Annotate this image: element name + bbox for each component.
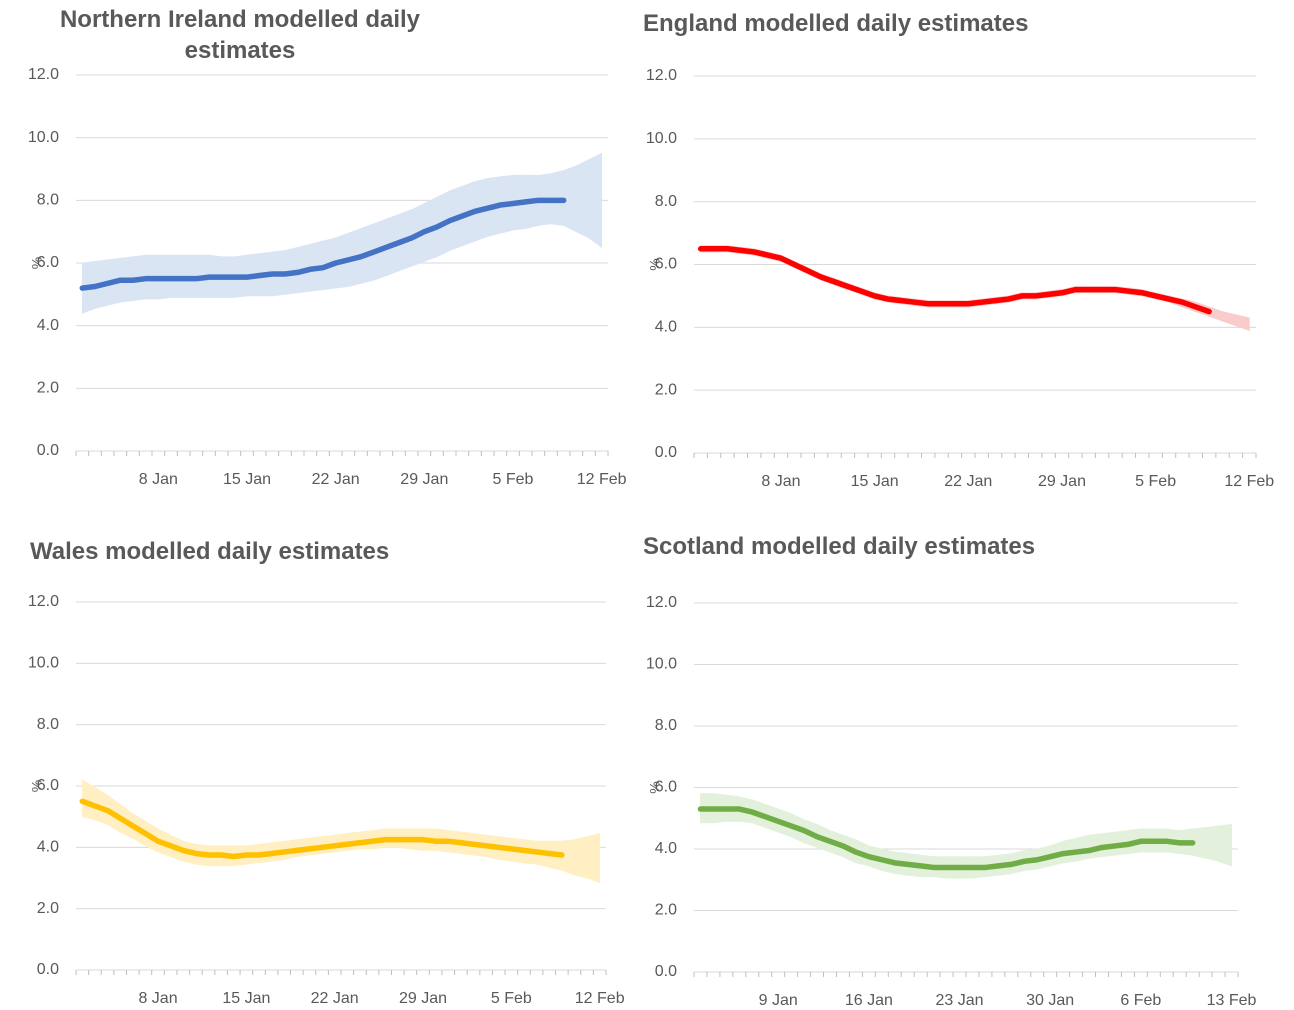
- y-tick-label: 0.0: [655, 444, 677, 461]
- y-tick-label: 8.0: [37, 192, 59, 209]
- y-tick-label: 2.0: [37, 380, 59, 397]
- y-tick-label: 12.0: [646, 594, 677, 611]
- x-tick-label: 6 Feb: [1120, 992, 1161, 1009]
- y-tick-label: 10.0: [646, 656, 677, 673]
- estimate-line: [79, 197, 567, 291]
- y-axis-label: %: [29, 257, 45, 269]
- y-tick-label: 6.0: [655, 256, 677, 273]
- estimate-line: [79, 798, 565, 860]
- x-tick-label: 5 Feb: [1135, 473, 1176, 490]
- confidence-band: [1222, 311, 1237, 327]
- chart-title: Northern Ireland modelled daily estimate…: [59, 6, 421, 64]
- confidence-band: [1205, 825, 1219, 862]
- y-tick-label: 4.0: [37, 839, 59, 856]
- y-tick-label: 0.0: [37, 961, 59, 978]
- y-tick-label: 6.0: [655, 779, 677, 796]
- y-tick-label: 6.0: [37, 777, 59, 794]
- x-tick-label: 29 Jan: [400, 471, 448, 488]
- y-tick-label: 0.0: [655, 963, 677, 980]
- x-tick-label: 16 Jan: [845, 992, 893, 1009]
- x-tick-label: 8 Jan: [138, 990, 177, 1007]
- y-axis-label: %: [647, 781, 663, 793]
- y-tick-label: 10.0: [28, 129, 59, 146]
- y-tick-label: 12.0: [28, 66, 59, 83]
- x-tick-label: 22 Jan: [312, 471, 360, 488]
- x-tick-label: 15 Jan: [222, 990, 270, 1007]
- x-tick-label: 12 Feb: [575, 990, 625, 1007]
- x-tick-label: 5 Feb: [491, 990, 532, 1007]
- y-tick-label: 2.0: [37, 900, 59, 917]
- confidence-band: [575, 158, 590, 239]
- y-tick-label: 4.0: [655, 840, 677, 857]
- y-axis-label: %: [647, 258, 663, 270]
- y-tick-label: 6.0: [37, 254, 59, 271]
- confidence-band: [586, 833, 601, 884]
- y-axis-label: %: [29, 780, 45, 792]
- y-tick-label: 8.0: [655, 193, 677, 210]
- x-tick-label: 5 Feb: [493, 471, 534, 488]
- x-tick-label: 22 Jan: [311, 990, 359, 1007]
- x-tick-label: 12 Feb: [1224, 473, 1274, 490]
- x-tick-label: 29 Jan: [1038, 473, 1086, 490]
- y-tick-label: 8.0: [655, 717, 677, 734]
- x-tick-label: 9 Jan: [759, 992, 798, 1009]
- y-tick-label: 8.0: [37, 716, 59, 733]
- x-tick-label: 22 Jan: [944, 473, 992, 490]
- y-tick-label: 2.0: [655, 381, 677, 398]
- y-tick-label: 10.0: [28, 655, 59, 672]
- estimate-line: [697, 806, 1196, 871]
- y-tick-label: 0.0: [37, 442, 59, 459]
- x-tick-label: 8 Jan: [761, 473, 800, 490]
- y-tick-label: 4.0: [655, 319, 677, 336]
- x-tick-label: 13 Feb: [1207, 992, 1257, 1009]
- y-tick-label: 2.0: [655, 902, 677, 919]
- estimate-line: [697, 246, 1212, 315]
- confidence-band: [1235, 314, 1250, 332]
- y-tick-label: 12.0: [646, 67, 677, 84]
- x-tick-label: 8 Jan: [139, 471, 178, 488]
- confidence-band: [588, 152, 603, 249]
- y-tick-label: 12.0: [28, 593, 59, 610]
- chart-title: Scotland modelled daily estimates: [643, 533, 1036, 560]
- x-tick-label: 30 Jan: [1026, 992, 1074, 1009]
- x-tick-label: 15 Jan: [223, 471, 271, 488]
- x-tick-label: 15 Jan: [851, 473, 899, 490]
- x-tick-label: 29 Jan: [399, 990, 447, 1007]
- confidence-band: [561, 839, 575, 876]
- x-tick-label: 23 Jan: [936, 992, 984, 1009]
- confidence-band: [1208, 306, 1223, 322]
- y-tick-label: 4.0: [37, 317, 59, 334]
- x-tick-label: 12 Feb: [577, 471, 627, 488]
- y-tick-label: 10.0: [646, 130, 677, 147]
- chart-title: Wales modelled daily estimates: [30, 538, 390, 565]
- confidence-band: [574, 836, 588, 879]
- confidence-band: [1218, 823, 1232, 867]
- chart-title: England modelled daily estimates: [643, 10, 1029, 37]
